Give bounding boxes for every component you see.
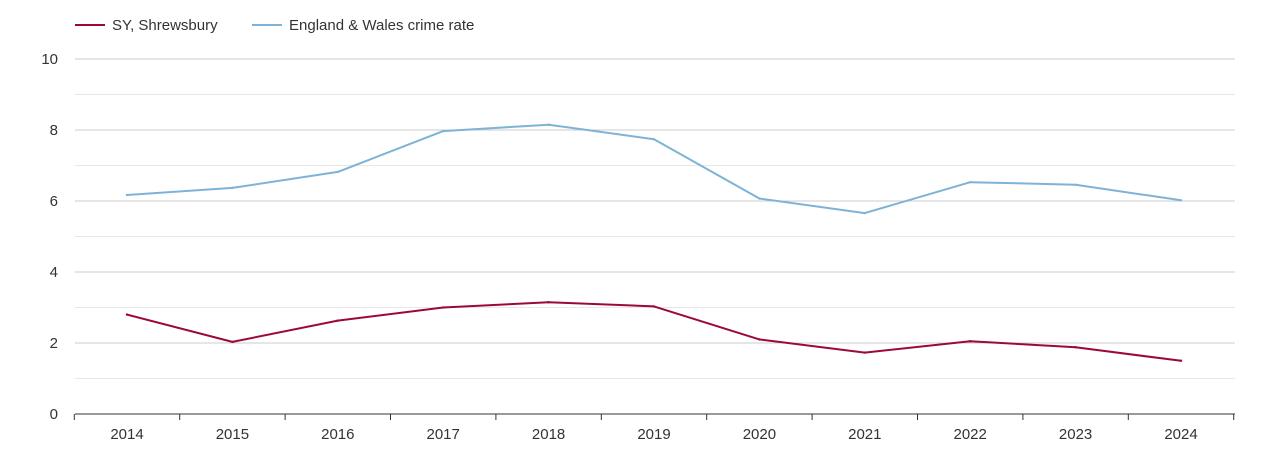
grid-lines [75,58,1235,379]
x-tick-label: 2014 [110,426,143,443]
x-tick-label: 2022 [954,426,987,443]
series-line-2 [126,123,1182,215]
x-tick-label: 2020 [743,426,776,443]
y-axis: 0 2 4 6 8 10 [41,51,58,423]
data-point [758,197,761,200]
data-point [1074,183,1077,186]
data-point [231,340,234,344]
data-point [652,138,656,141]
data-point [1074,346,1077,349]
series-lines [125,123,1183,362]
y-tick-label: 6 [50,193,58,210]
x-tick-label: 2021 [848,426,881,443]
data-point [547,300,550,304]
data-point [969,180,972,184]
data-point [652,305,656,308]
data-point [442,129,445,133]
series-line-1 [126,301,1182,362]
data-point [125,313,129,316]
data-point [336,319,339,322]
y-tick-label: 2 [50,335,58,352]
x-tick-label: 2023 [1059,426,1092,443]
data-point [863,211,866,215]
legend-item: SY, Shrewsbury [75,17,218,34]
x-tick-label: 2017 [427,426,460,443]
data-point [125,193,129,197]
data-point [1179,359,1183,362]
data-point [1179,199,1183,202]
y-tick-label: 0 [50,406,58,423]
y-tick-label: 10 [41,51,58,68]
legend-item: England & Wales crime rate [252,17,474,34]
data-point [863,351,866,354]
y-tick-label: 4 [50,264,58,281]
data-point [969,340,972,343]
legend-label: SY, Shrewsbury [112,17,218,34]
x-tick-label: 2016 [321,426,354,443]
data-point [231,186,234,190]
data-point [758,338,761,341]
data-point [442,306,445,309]
x-tick-label: 2024 [1164,426,1197,443]
data-point [547,123,550,126]
legend: SY, Shrewsbury England & Wales crime rate [75,17,474,34]
legend-label: England & Wales crime rate [289,17,474,34]
data-point [336,170,339,174]
x-tick-label: 2018 [532,426,565,443]
x-tick-label: 2015 [216,426,249,443]
x-axis: 2014 2015 2016 2017 2018 2019 2020 2021 2022 2023… [73,413,1235,443]
x-tick-label: 2019 [637,426,670,443]
y-tick-label: 8 [50,122,58,139]
